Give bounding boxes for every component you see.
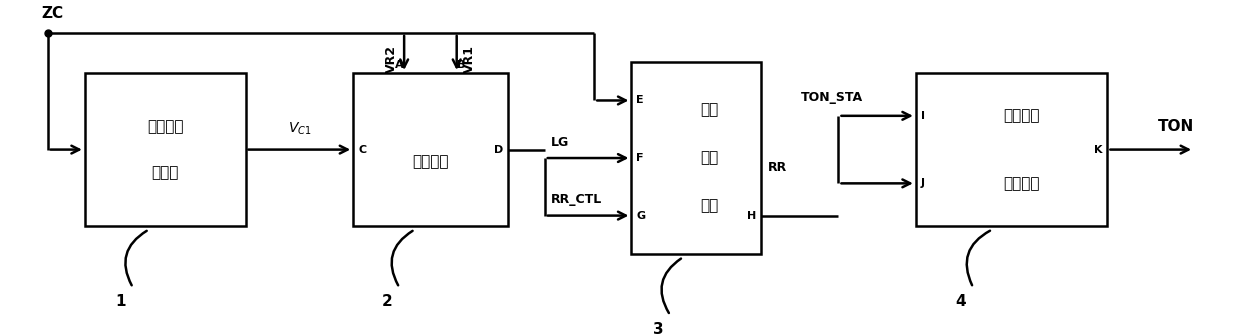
Text: A: A bbox=[395, 60, 404, 70]
Text: 4: 4 bbox=[956, 294, 966, 309]
Text: K: K bbox=[1094, 145, 1103, 154]
Text: J: J bbox=[921, 178, 925, 188]
Text: RR_CTL: RR_CTL bbox=[551, 193, 602, 206]
Text: LG: LG bbox=[551, 136, 569, 149]
Text: 电容充放: 电容充放 bbox=[147, 119, 183, 134]
Bar bbox=[916, 73, 1108, 226]
Text: D: D bbox=[494, 145, 503, 154]
Text: H: H bbox=[747, 211, 756, 220]
Text: 控制单元: 控制单元 bbox=[1003, 176, 1040, 191]
Text: 逻辑: 逻辑 bbox=[701, 103, 718, 118]
Text: F: F bbox=[636, 153, 644, 163]
Text: 3: 3 bbox=[652, 322, 664, 335]
Text: E: E bbox=[636, 95, 644, 106]
Bar bbox=[631, 62, 761, 254]
Text: 单元: 单元 bbox=[701, 199, 718, 213]
Bar bbox=[84, 73, 245, 226]
Text: C: C bbox=[358, 145, 366, 154]
Text: RR: RR bbox=[768, 161, 786, 174]
Text: 导通时间: 导通时间 bbox=[1003, 108, 1040, 123]
Text: G: G bbox=[636, 211, 645, 220]
Text: TON_STA: TON_STA bbox=[801, 90, 863, 104]
Bar bbox=[353, 73, 508, 226]
Text: B: B bbox=[457, 60, 465, 70]
Text: ZC: ZC bbox=[42, 6, 63, 21]
Text: TON: TON bbox=[1158, 119, 1193, 134]
Text: VR2: VR2 bbox=[385, 45, 399, 73]
Text: 1: 1 bbox=[115, 294, 126, 309]
Text: 2: 2 bbox=[381, 294, 392, 309]
Text: 比较单元: 比较单元 bbox=[412, 154, 448, 170]
Text: 控制: 控制 bbox=[701, 150, 718, 165]
Text: VR1: VR1 bbox=[463, 45, 475, 73]
Text: I: I bbox=[921, 111, 925, 121]
Text: 电单元: 电单元 bbox=[151, 165, 178, 180]
Text: $V_{C1}$: $V_{C1}$ bbox=[287, 121, 311, 137]
